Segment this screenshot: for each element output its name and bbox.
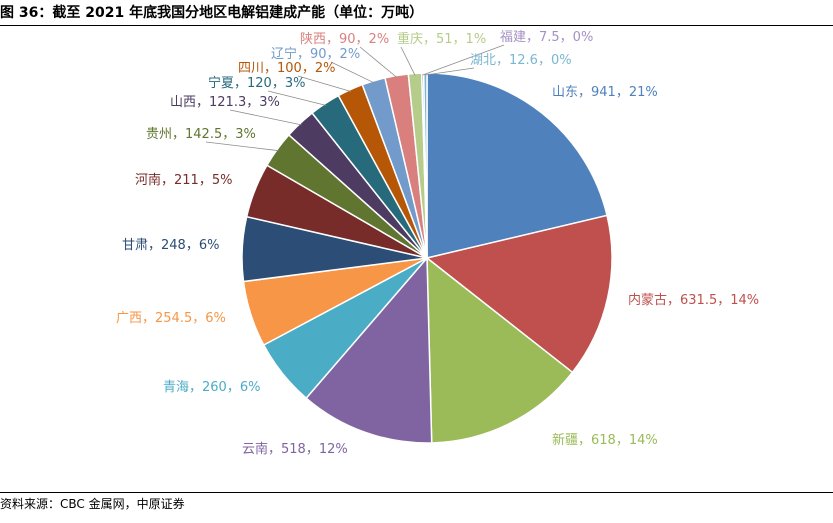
source-note: 资料来源：CBC 金属网，中原证券 bbox=[0, 497, 185, 511]
slice-label-10: 山西，121.3，3% bbox=[170, 95, 280, 110]
slice-label-9: 贵州，142.5，3% bbox=[146, 127, 256, 142]
slice-label-8: 河南，211，5% bbox=[135, 172, 232, 188]
slice-label-17: 湖北，12.6，0% bbox=[470, 53, 572, 68]
chart-title: 图 36：截至 2021 年底我国分地区电解铝建成产能（单位：万吨） bbox=[0, 5, 424, 21]
leader-line-16 bbox=[422, 44, 505, 76]
leader-line-17 bbox=[425, 67, 475, 76]
source-divider bbox=[0, 492, 833, 493]
slice-label-13: 辽宁，90，2% bbox=[271, 46, 360, 62]
pie-chart: 山东，941，21% 内蒙古，631.5，14% 新疆，618，14% 云南，518，… bbox=[116, 30, 759, 457]
pie-slice-1 bbox=[426, 72, 608, 259]
leader-lines bbox=[205, 44, 505, 152]
leader-line-9 bbox=[205, 141, 279, 152]
slice-label-14: 陕西，90，2% bbox=[300, 32, 389, 47]
leader-line-14 bbox=[359, 46, 398, 78]
leader-line-15 bbox=[400, 46, 416, 76]
slice-labels: 山东，941，21% 内蒙古，631.5，14% 新疆，618，14% 云南，518，… bbox=[116, 30, 759, 457]
title-divider bbox=[0, 25, 833, 26]
slice-label-15: 重庆，51，1% bbox=[397, 31, 486, 47]
pie-slice-4 bbox=[305, 256, 433, 444]
leader-line-12 bbox=[297, 75, 352, 92]
leader-line-10 bbox=[229, 109, 302, 126]
slice-label-6: 广西，254.5，6% bbox=[116, 311, 226, 326]
leader-line-13 bbox=[330, 61, 375, 84]
pie-slices bbox=[241, 72, 613, 444]
slice-label-16: 福建，7.5，0% bbox=[500, 30, 593, 45]
slice-label-1: 山东，941，21% bbox=[552, 85, 658, 100]
leader-line-11 bbox=[267, 90, 327, 106]
slice-label-2: 内蒙古，631.5，14% bbox=[628, 292, 759, 308]
slice-label-3: 新疆，618，14% bbox=[552, 432, 658, 448]
slice-label-12: 四川，100，2% bbox=[238, 61, 335, 76]
slice-label-4: 云南，518，12% bbox=[242, 441, 348, 457]
pie-slice-3 bbox=[426, 256, 574, 444]
slice-label-5: 青海，260，6% bbox=[163, 380, 260, 395]
slice-label-11: 宁夏，120，3% bbox=[208, 75, 305, 91]
slice-label-7: 甘肃，248，6% bbox=[122, 238, 219, 253]
pie-slice-2 bbox=[425, 214, 613, 374]
